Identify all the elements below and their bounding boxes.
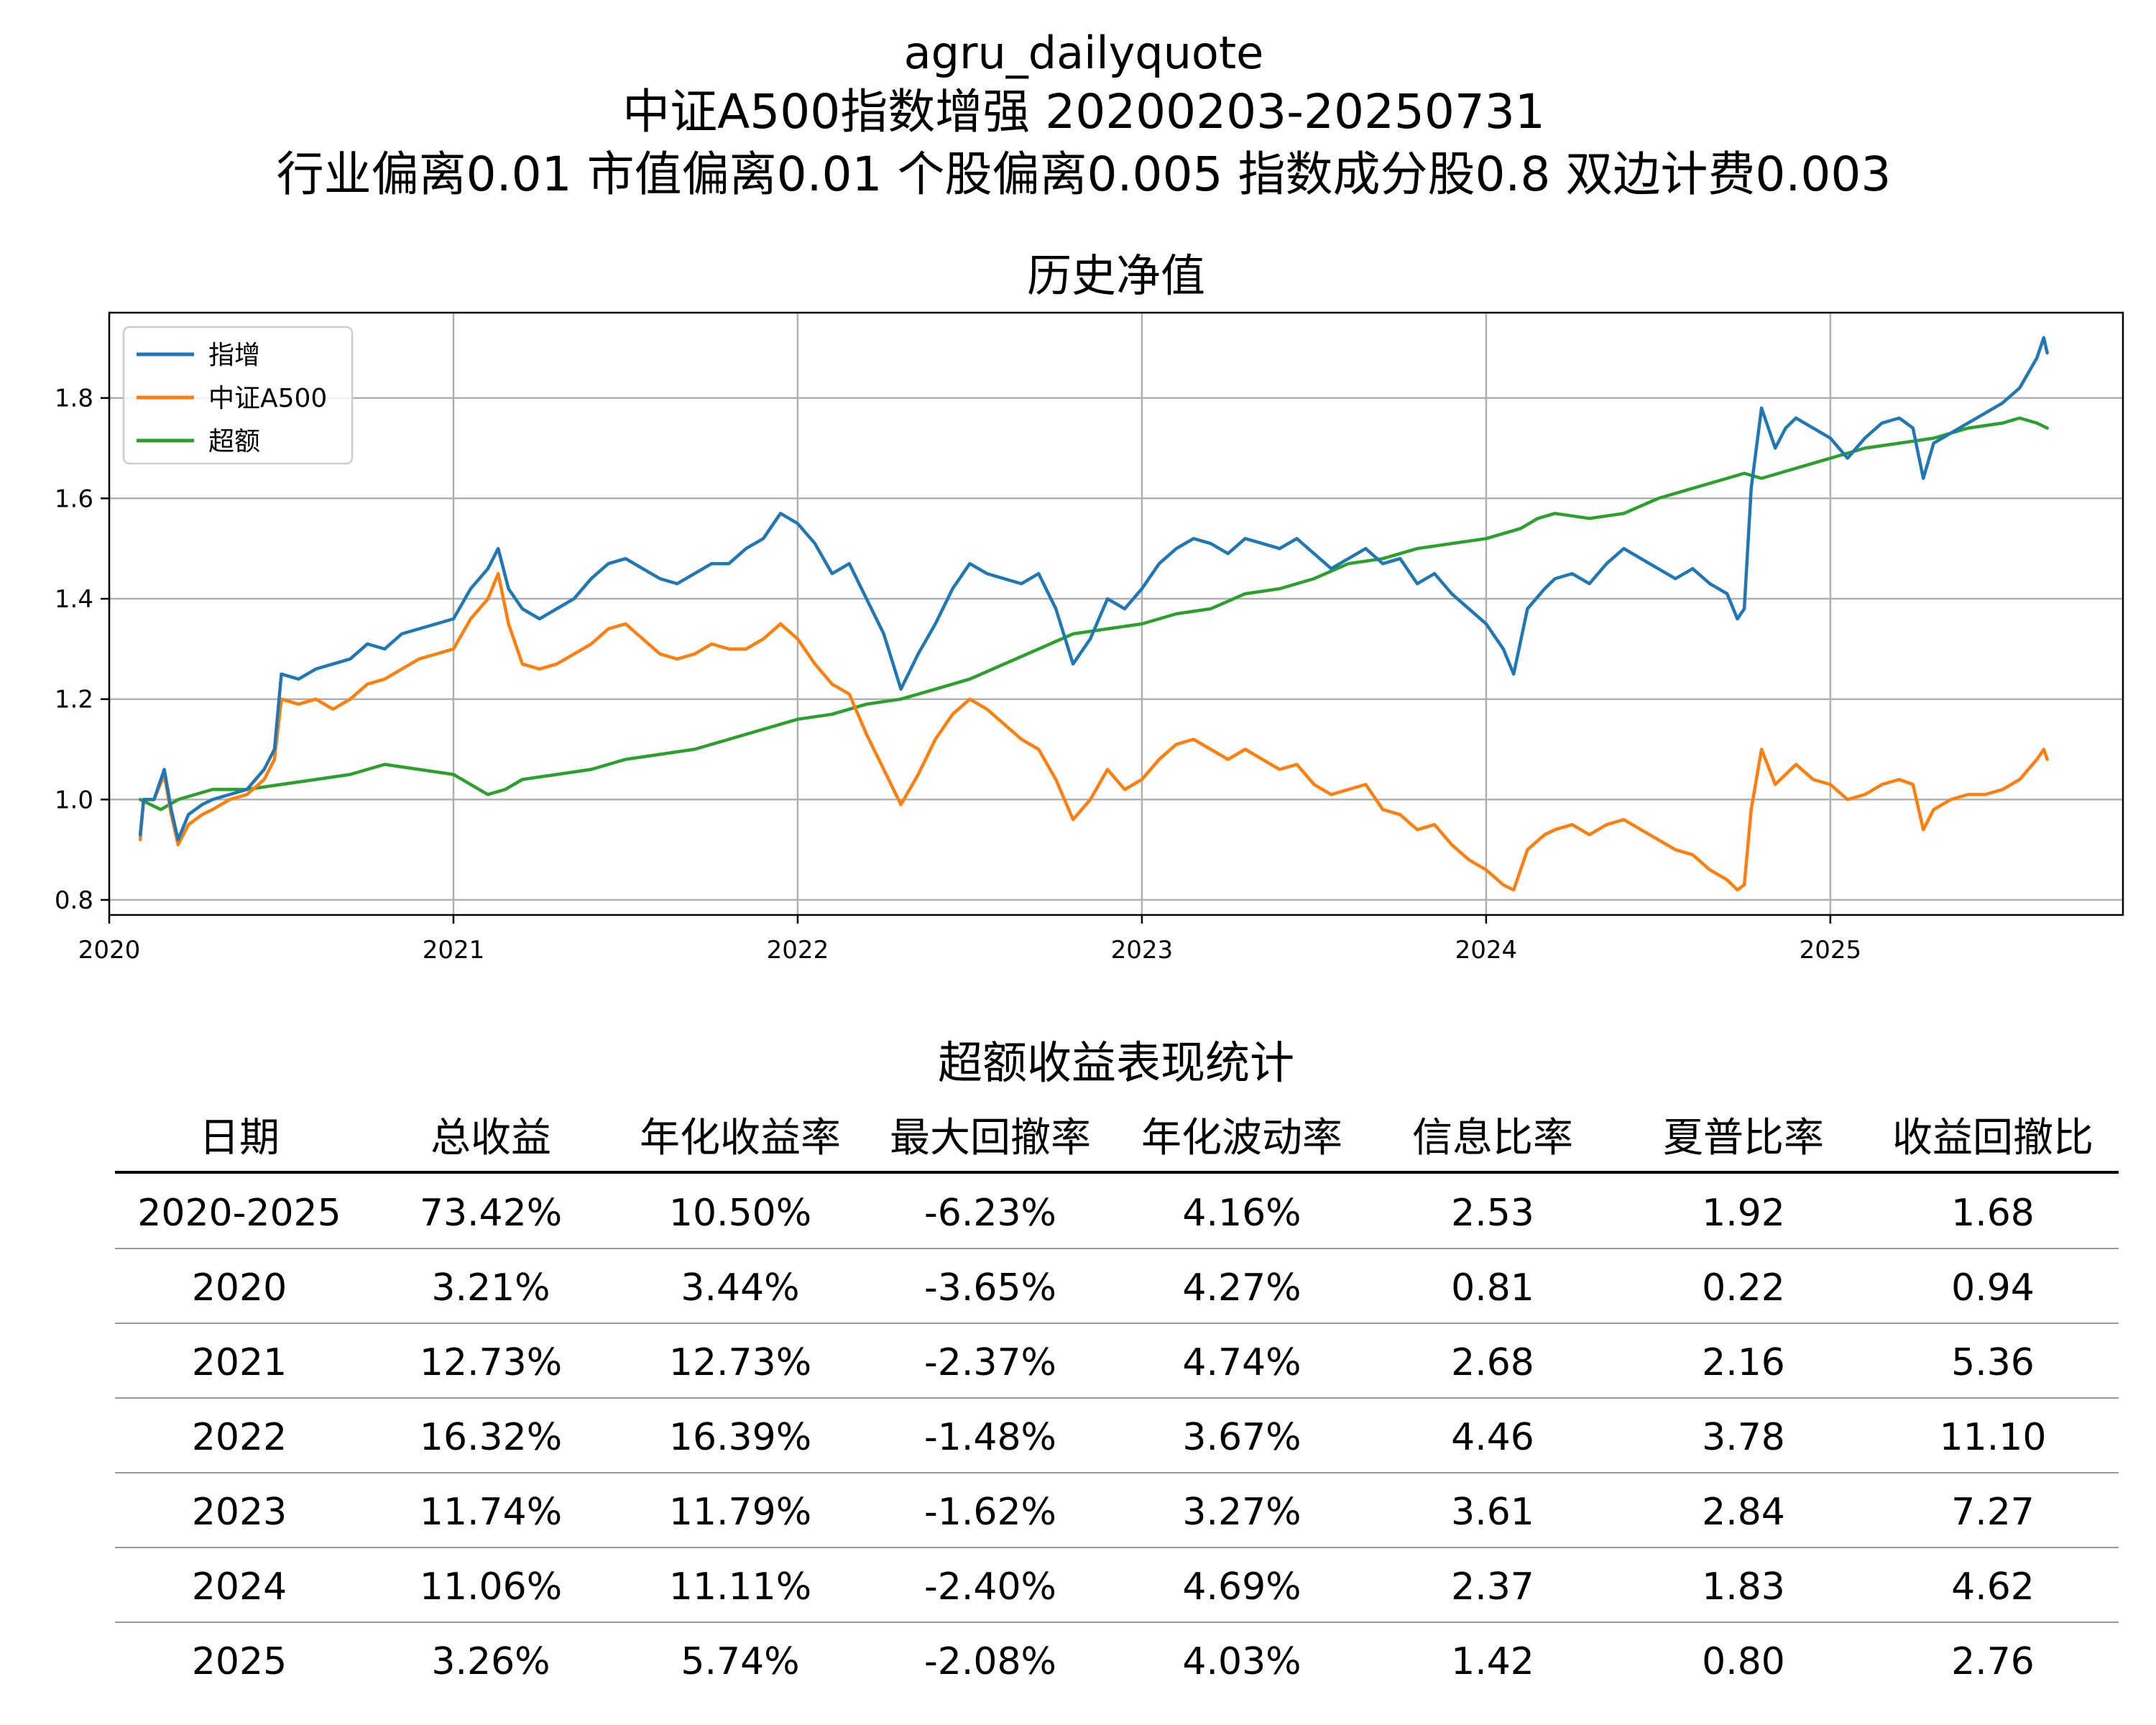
table-cell: 0.80 xyxy=(1702,1640,1785,1683)
table-cell: 5.36 xyxy=(1951,1341,2035,1384)
x-tick-label: 2022 xyxy=(767,936,829,965)
table-cell: 4.03% xyxy=(1182,1640,1301,1683)
table-cell: 3.67% xyxy=(1182,1416,1301,1459)
table-cell: 2023 xyxy=(192,1491,287,1534)
figure-title-line2: 中证A500指数增强 20200203-20250731 xyxy=(622,84,1545,139)
legend-label: 中证A500 xyxy=(208,384,327,413)
table-cell: 2024 xyxy=(192,1565,287,1609)
y-tick-label: 1.0 xyxy=(55,786,93,814)
table-cell: 3.26% xyxy=(431,1640,550,1683)
table-cell: 0.94 xyxy=(1951,1266,2035,1310)
table-cell: -2.37% xyxy=(924,1341,1056,1384)
table-cell: 4.16% xyxy=(1182,1192,1301,1235)
table-cell: 1.42 xyxy=(1451,1640,1534,1683)
table-cell: 0.81 xyxy=(1451,1266,1534,1310)
table-header-cell: 日期 xyxy=(199,1115,280,1162)
table-header-cell: 夏普比率 xyxy=(1663,1115,1824,1162)
x-tick-label: 2020 xyxy=(78,936,141,965)
table-cell: 2025 xyxy=(192,1640,287,1683)
legend-box xyxy=(122,326,354,465)
table-cell: 16.39% xyxy=(669,1416,811,1459)
table-cell: 2.53 xyxy=(1451,1192,1534,1235)
figure-title-line3: 行业偏离0.01 市值偏离0.01 个股偏离0.005 指数成分股0.8 双边计… xyxy=(277,147,1892,202)
table-cell: -2.08% xyxy=(924,1640,1056,1683)
chart-title: 历史净值 xyxy=(1027,249,1205,302)
table-cell: 2022 xyxy=(192,1416,287,1459)
table-cell: 4.27% xyxy=(1182,1266,1301,1310)
table-header-cell: 收益回撤比 xyxy=(1892,1115,2093,1162)
table-cell: 3.44% xyxy=(681,1266,799,1310)
table-cell: 73.42% xyxy=(420,1192,562,1235)
table-header-cell: 年化波动率 xyxy=(1141,1115,1342,1162)
table-cell: 7.27 xyxy=(1951,1491,2035,1534)
table-cell: -3.65% xyxy=(924,1266,1056,1310)
table-cell: 4.46 xyxy=(1451,1416,1534,1459)
table-cell: 4.69% xyxy=(1182,1565,1301,1609)
table-header-cell: 信息比率 xyxy=(1412,1115,1573,1162)
table-cell: 0.22 xyxy=(1702,1266,1785,1310)
table-cell: 3.61 xyxy=(1451,1491,1534,1534)
chart-lines xyxy=(138,336,2049,892)
table-cell: 11.79% xyxy=(669,1491,811,1534)
chart-axes: 2020 2021 2022 2023 2024 2025 0.8 1.0 1.2 1.4 1.6 1… xyxy=(55,385,1861,965)
table-cell: 2.16 xyxy=(1702,1341,1785,1384)
table-cell: 1.83 xyxy=(1702,1565,1785,1609)
table-cell: 10.50% xyxy=(669,1192,811,1235)
legend-label: 指增 xyxy=(208,341,260,370)
x-tick-label: 2023 xyxy=(1111,936,1174,965)
table-cell: 2020 xyxy=(192,1266,287,1310)
table-cell: -6.23% xyxy=(924,1192,1056,1235)
table-cell: 12.73% xyxy=(420,1341,562,1384)
table-cell: 11.10 xyxy=(1940,1416,2047,1459)
stats-table: 日期 总收益 年化收益率 最大回撤率 年化波动率 信息比率 夏普比率 收益回撤比 2020-20… xyxy=(115,1115,2119,1683)
table-cell: 4.74% xyxy=(1182,1341,1301,1384)
series-line-1 xyxy=(138,571,2049,892)
table-cell: 11.74% xyxy=(420,1491,562,1534)
y-tick-label: 1.2 xyxy=(55,686,93,714)
table-header-cell: 最大回撤率 xyxy=(890,1115,1091,1162)
table-cell: 2.68 xyxy=(1451,1341,1534,1384)
table-cell: 2.84 xyxy=(1702,1491,1785,1534)
table-cell: 11.11% xyxy=(669,1565,811,1609)
y-tick-label: 1.8 xyxy=(55,385,93,413)
series-line-2 xyxy=(138,416,2049,811)
table-cell: 3.78 xyxy=(1702,1416,1785,1459)
series-line-0 xyxy=(138,336,2049,842)
x-tick-label: 2024 xyxy=(1455,936,1518,965)
table-cell: -2.40% xyxy=(924,1565,1056,1609)
y-tick-label: 1.4 xyxy=(55,585,93,614)
x-tick-label: 2021 xyxy=(423,936,485,965)
table-cell: -1.62% xyxy=(924,1491,1056,1534)
table-header-cell: 年化收益率 xyxy=(640,1115,841,1162)
plot-area-frame xyxy=(108,311,2124,916)
table-cell: 2.76 xyxy=(1951,1640,2035,1683)
table-cell: 2020-2025 xyxy=(137,1192,341,1235)
y-tick-label: 0.8 xyxy=(55,886,93,915)
figure-title-line1: agru_dailyquote xyxy=(904,27,1264,79)
table-cell: 3.27% xyxy=(1182,1491,1301,1534)
table-cell: 4.62 xyxy=(1951,1565,2035,1609)
x-tick-label: 2025 xyxy=(1800,936,1862,965)
table-cell: 1.68 xyxy=(1951,1192,2035,1235)
chart-grid xyxy=(108,313,2123,915)
table-cell: 1.92 xyxy=(1702,1192,1785,1235)
table-cell: 11.06% xyxy=(420,1565,562,1609)
table-cell: -1.48% xyxy=(924,1416,1056,1459)
table-cell: 3.21% xyxy=(431,1266,550,1310)
table-cell: 16.32% xyxy=(420,1416,562,1459)
legend-label: 超额 xyxy=(208,427,260,456)
table-title: 超额收益表现统计 xyxy=(938,1036,1294,1089)
table-cell: 5.74% xyxy=(681,1640,799,1683)
table-cell: 2.37 xyxy=(1451,1565,1534,1609)
y-tick-label: 1.6 xyxy=(55,484,93,513)
table-header-cell: 总收益 xyxy=(430,1115,551,1162)
table-cell: 12.73% xyxy=(669,1341,811,1384)
table-cell: 2021 xyxy=(192,1341,287,1384)
